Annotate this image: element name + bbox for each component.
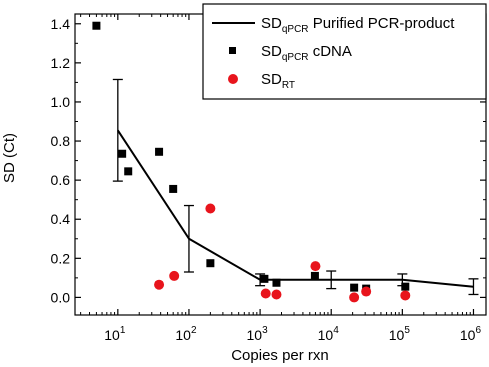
y-tick-label: 0.4 (51, 211, 71, 227)
y-tick-label: 0.8 (51, 133, 71, 149)
legend: SDqPCR Purified PCR-product SDqPCR cDNA … (202, 3, 487, 100)
y-axis-label: SD (Ct) (1, 133, 18, 183)
point-rt (260, 288, 271, 299)
y-tick-label: 1.2 (51, 55, 71, 71)
y-tick-label: 1.0 (51, 94, 71, 110)
point-cdna (124, 167, 133, 176)
legend-circle-marker (228, 74, 238, 84)
x-tick-label: 104 (318, 325, 340, 343)
legend-entry-purified-pcr-product: SDqPCR Purified PCR-product (212, 15, 455, 35)
point-cdna (401, 282, 410, 291)
x-axis-label: Copies per rxn (231, 347, 329, 364)
y-tick-label: 1.4 (51, 16, 71, 32)
x-tick-label: 101 (104, 325, 126, 343)
point-rt (310, 261, 321, 272)
point-cdna (118, 149, 127, 158)
point-cdna (155, 147, 164, 156)
legend-square-marker (229, 47, 236, 54)
point-cdna (272, 278, 281, 287)
legend-label: SDqPCR cDNA (261, 43, 352, 63)
legend-box (202, 3, 487, 100)
point-rt (205, 203, 216, 214)
y-tick-label: 0.0 (51, 289, 71, 305)
y-tick-label: 0.2 (51, 250, 71, 266)
point-rt (154, 279, 165, 290)
point-cdna (310, 271, 319, 280)
point-cdna (350, 283, 359, 292)
point-cdna (169, 184, 178, 193)
legend-entry-cdna: SDqPCR cDNA (229, 43, 352, 63)
y-tick-label: 0.6 (51, 172, 71, 188)
x-tick-label: 106 (460, 325, 482, 343)
x-tick-label: 102 (175, 325, 197, 343)
point-rt (349, 292, 360, 303)
line-series-purified-pcr-product (116, 129, 474, 288)
y-axis: 0.0 0.2 0.4 0.6 0.8 1.0 1.2 1.4 (51, 16, 486, 305)
legend-label: SDqPCR Purified PCR-product (261, 15, 455, 35)
point-rt (361, 286, 372, 297)
point-rt (271, 289, 282, 300)
point-cdna (206, 259, 215, 268)
x-tick-label: 105 (389, 325, 411, 343)
data-layer (92, 21, 479, 303)
point-rt (169, 270, 180, 281)
point-cdna (92, 21, 101, 30)
x-tick-label: 103 (247, 325, 269, 343)
point-rt (400, 290, 411, 301)
point-cdna (260, 274, 269, 283)
legend-entry-rt: SDRT (228, 71, 295, 91)
legend-label: SDRT (261, 71, 295, 91)
